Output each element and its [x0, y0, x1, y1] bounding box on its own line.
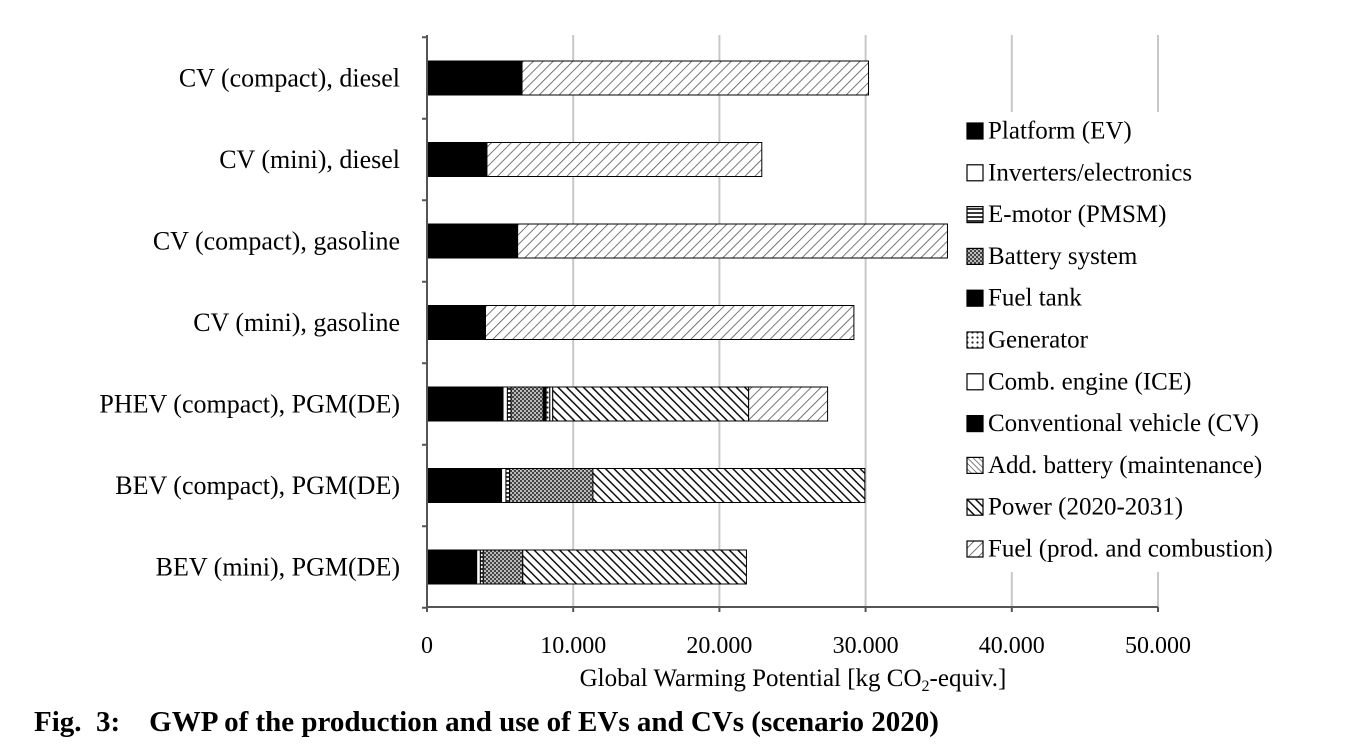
legend-swatch: [966, 415, 984, 433]
bar-segment: [517, 223, 948, 259]
legend-label: Battery system: [988, 243, 1138, 270]
x-tick-label: 20.000: [686, 633, 752, 659]
figure-caption: Fig. 3: GWP of the production and use of…: [34, 706, 939, 738]
x-tick-label: 40.000: [979, 633, 1045, 659]
legend-swatch: [966, 164, 984, 182]
bar-segment: [545, 386, 551, 422]
legend-label: Platform (EV): [988, 118, 1132, 145]
legend-label: Comb. engine (ICE): [988, 368, 1191, 395]
bar-segment: [482, 549, 524, 585]
bar-segment: [506, 386, 512, 422]
bar-segment: [521, 60, 870, 96]
legend-swatch: [966, 331, 984, 349]
legend-box: [958, 112, 1338, 572]
bar-segment: [426, 468, 503, 503]
chart: CV (compact), diesel CV (mini), diesel CV …: [99, 35, 1338, 695]
bar-segment: [426, 60, 523, 96]
legend-swatch: [966, 247, 984, 265]
legend-swatch: [966, 540, 984, 558]
legend-label: Inverters/electronics: [988, 159, 1192, 186]
category-label: PHEV (compact), PGM(DE): [99, 390, 400, 419]
legend-label: E-motor (PMSM): [988, 201, 1166, 228]
bar-segment: [426, 223, 519, 259]
legend-swatch: [966, 206, 984, 224]
bar-segment: [426, 386, 504, 422]
legend-swatch: [966, 456, 984, 474]
legend-swatch: [966, 373, 984, 391]
bar-segment: [426, 305, 486, 340]
legend-label: Fuel (prod. and combustion): [988, 536, 1273, 563]
bar-segment: [502, 386, 508, 422]
x-tick-label: 30.000: [833, 633, 899, 659]
legend-label: Add. battery (maintenance): [988, 452, 1262, 479]
bar-segment: [522, 549, 747, 585]
x-tick-label: 10.000: [540, 633, 606, 659]
category-label: BEV (mini), PGM(DE): [156, 553, 400, 582]
bar-segment: [501, 468, 507, 503]
category-label: CV (mini), diesel: [219, 145, 400, 174]
x-tick-label: 50.000: [1125, 633, 1191, 659]
bar-segment: [552, 386, 750, 422]
category-label: CV (compact), gasoline: [153, 227, 400, 256]
category-label: BEV (compact), PGM(DE): [115, 471, 400, 500]
x-tick-label: 0: [421, 633, 433, 659]
bar-segment: [748, 386, 829, 422]
bar-segment: [510, 386, 544, 422]
bar-segment: [426, 549, 478, 585]
legend-swatch: [966, 122, 984, 140]
bar-segment: [505, 468, 511, 503]
bar-segment: [509, 468, 594, 503]
legend-swatch: [966, 498, 984, 516]
x-axis-title: Global Warming Potential [kg CO2-equiv.]: [580, 665, 1007, 695]
legend-swatch: [966, 289, 984, 307]
bar-segment: [484, 305, 855, 340]
category-label: CV (compact), diesel: [179, 64, 400, 93]
legend-label: Generator: [988, 327, 1089, 354]
legend-label: Fuel tank: [988, 285, 1082, 312]
bar-segment: [476, 549, 481, 585]
legend-label: Power (2020-2031): [988, 494, 1183, 521]
category-label: CV (mini), gasoline: [193, 308, 400, 337]
legend-label: Conventional vehicle (CV): [988, 410, 1259, 437]
bar-segment: [486, 142, 763, 177]
bar-segment: [592, 468, 866, 503]
bar-segment: [426, 142, 488, 177]
